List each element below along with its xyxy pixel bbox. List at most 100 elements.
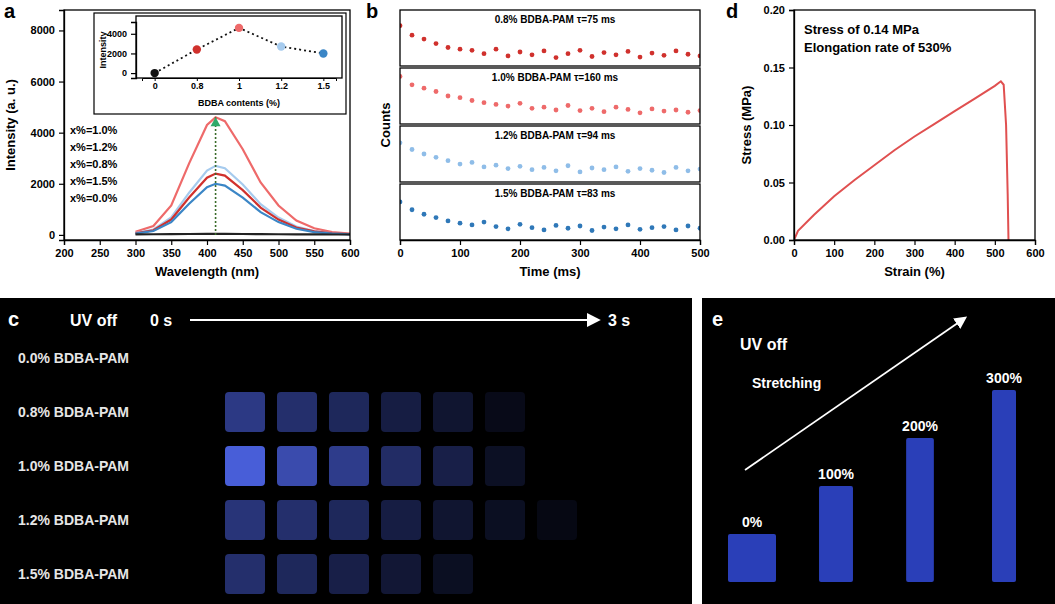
panel-e: eUV offStretching0%100%200%300% xyxy=(702,298,1055,604)
sample-square xyxy=(433,392,473,432)
panel-letter: c xyxy=(8,308,19,330)
tick-mark xyxy=(580,240,581,245)
tick: 200 xyxy=(511,240,529,259)
tick-label: 300 xyxy=(127,247,145,259)
axis-line xyxy=(59,11,65,241)
point xyxy=(446,158,451,163)
peak-arrow xyxy=(211,117,221,126)
tick-label: 100 xyxy=(451,247,469,259)
tick-mark xyxy=(520,240,521,245)
tick-label: 0.15 xyxy=(764,62,785,74)
tick: 500 xyxy=(691,240,709,259)
tick-label: 0.10 xyxy=(764,119,785,131)
tick-label: 2000 xyxy=(107,49,127,59)
tick: 8000 xyxy=(31,24,64,36)
point xyxy=(458,221,463,226)
photo-background xyxy=(0,298,692,604)
point xyxy=(686,110,691,115)
tick-mark xyxy=(400,240,401,245)
point xyxy=(590,106,595,111)
tick-label: 550 xyxy=(306,247,324,259)
tick: 0.8 xyxy=(191,78,204,91)
tick-label: 600 xyxy=(341,247,359,259)
series-line xyxy=(136,117,351,233)
axis-title: Stress (MPa) xyxy=(739,86,754,165)
point xyxy=(506,226,511,231)
tick-label: 100 xyxy=(825,247,843,259)
legend-entry: x%=1.0% xyxy=(70,124,118,136)
axis-title: Time (ms) xyxy=(519,264,580,279)
sample-square xyxy=(381,500,421,540)
tick-mark xyxy=(789,125,794,126)
axis: 0100200300400500600 xyxy=(791,240,1044,259)
point xyxy=(554,223,559,228)
point xyxy=(434,215,439,220)
axis: 02000400060008000 xyxy=(31,11,65,241)
sample-square xyxy=(433,500,473,540)
axis: 200250300350400450500550600 xyxy=(55,240,359,259)
tick-label: 500 xyxy=(270,247,288,259)
point xyxy=(494,47,499,52)
point xyxy=(506,166,511,171)
axis: 0100200300400500 xyxy=(397,240,709,259)
panel-letter: b xyxy=(366,0,378,22)
tick-mark xyxy=(59,184,64,185)
point xyxy=(662,53,667,58)
point xyxy=(674,228,679,233)
tick-mark xyxy=(100,240,101,245)
point xyxy=(578,48,583,53)
strip xyxy=(906,438,934,582)
point xyxy=(626,222,631,227)
tick: 400 xyxy=(631,240,649,259)
series-line xyxy=(136,184,351,235)
tick-mark xyxy=(278,240,279,245)
point xyxy=(602,50,607,55)
point xyxy=(434,89,439,94)
annotation: Elongation rate of 530% xyxy=(804,40,952,55)
sample-square xyxy=(277,446,317,486)
tick-mark xyxy=(874,240,875,245)
point xyxy=(410,82,415,87)
tick-label: 300 xyxy=(571,247,589,259)
point xyxy=(686,224,691,229)
point xyxy=(578,170,583,175)
sample-square xyxy=(381,446,421,486)
plot-frame xyxy=(136,16,342,78)
point xyxy=(470,48,475,53)
point xyxy=(638,110,643,115)
tick: 250 xyxy=(91,240,109,259)
point xyxy=(530,225,535,230)
tick: 350 xyxy=(163,240,181,259)
point xyxy=(410,147,415,152)
point xyxy=(434,41,439,46)
axis-line xyxy=(131,23,137,79)
tick: 500 xyxy=(270,240,288,259)
point xyxy=(662,224,667,229)
plot-frame xyxy=(400,68,700,124)
plot-area xyxy=(400,140,700,174)
axis-title: BDBA contents (%) xyxy=(198,98,280,108)
point xyxy=(470,160,475,165)
tick-mark xyxy=(59,30,64,31)
inset-point xyxy=(150,69,158,77)
tick: 2000 xyxy=(107,49,136,59)
strip-label: 100% xyxy=(818,466,854,482)
row-label: 1.5% BDBA-PAM xyxy=(18,566,129,582)
subpanel: 1.2% BDBA-PAM τ=94 ms xyxy=(398,126,703,182)
tick-mark xyxy=(700,240,701,245)
point xyxy=(602,225,607,230)
point xyxy=(530,52,535,57)
sample-square xyxy=(485,500,525,540)
tick-label: 500 xyxy=(691,247,709,259)
point xyxy=(686,52,691,57)
tick-label: 4000 xyxy=(107,29,127,39)
tick-mark xyxy=(131,73,136,74)
point xyxy=(626,169,631,174)
sample-square xyxy=(485,446,525,486)
legend-entry: x%=1.5% xyxy=(70,175,118,187)
inset-box xyxy=(94,13,346,114)
strip-label: 300% xyxy=(986,370,1022,386)
tick: 200 xyxy=(55,240,73,259)
sample-square xyxy=(329,500,369,540)
axis: 020004000 xyxy=(107,23,137,79)
